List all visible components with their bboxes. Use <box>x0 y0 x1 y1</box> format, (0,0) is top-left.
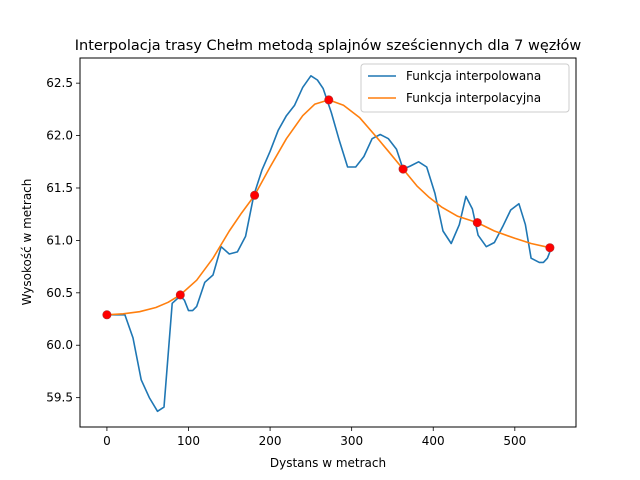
y-tick-label: 60.0 <box>46 338 73 352</box>
y-tick-label: 60.5 <box>46 286 73 300</box>
plot-area <box>102 75 555 413</box>
y-tick-label: 59.5 <box>46 391 73 405</box>
x-axis-label: Dystans w metrach <box>270 456 386 470</box>
node-point <box>545 243 555 253</box>
legend-label-2: Funkcja interpolacyjna <box>406 91 541 105</box>
y-axis-ticks: 59.5 60.0 60.5 61.0 61.5 62.0 62.5 <box>46 76 80 405</box>
x-tick-label: 0 <box>103 434 111 448</box>
x-tick-label: 300 <box>340 434 363 448</box>
legend: Funkcja interpolowana Funkcja interpolacy… <box>360 63 570 113</box>
chart-title: Interpolacja trasy Chełm metodą splajnów… <box>75 38 582 54</box>
y-tick-label: 62.5 <box>46 76 73 90</box>
node-point <box>472 218 482 228</box>
legend-label-1: Funkcja interpolowana <box>406 69 541 83</box>
node-point <box>250 190 260 200</box>
y-tick-label: 61.0 <box>46 233 73 247</box>
x-tick-label: 500 <box>503 434 526 448</box>
node-point <box>398 164 408 174</box>
node-point <box>324 95 334 105</box>
x-tick-label: 100 <box>177 434 200 448</box>
node-point <box>175 290 185 300</box>
series-line-1 <box>106 75 553 413</box>
x-tick-label: 400 <box>422 434 445 448</box>
y-tick-label: 62.0 <box>46 129 73 143</box>
y-axis-label: Wysokość w metrach <box>20 179 34 306</box>
legend-box <box>360 63 570 113</box>
x-axis-ticks: 0 100 200 300 400 500 <box>103 427 526 448</box>
node-point <box>102 310 112 320</box>
axes-frame <box>79 57 577 428</box>
y-tick-label: 61.5 <box>46 181 73 195</box>
x-tick-label: 200 <box>259 434 282 448</box>
